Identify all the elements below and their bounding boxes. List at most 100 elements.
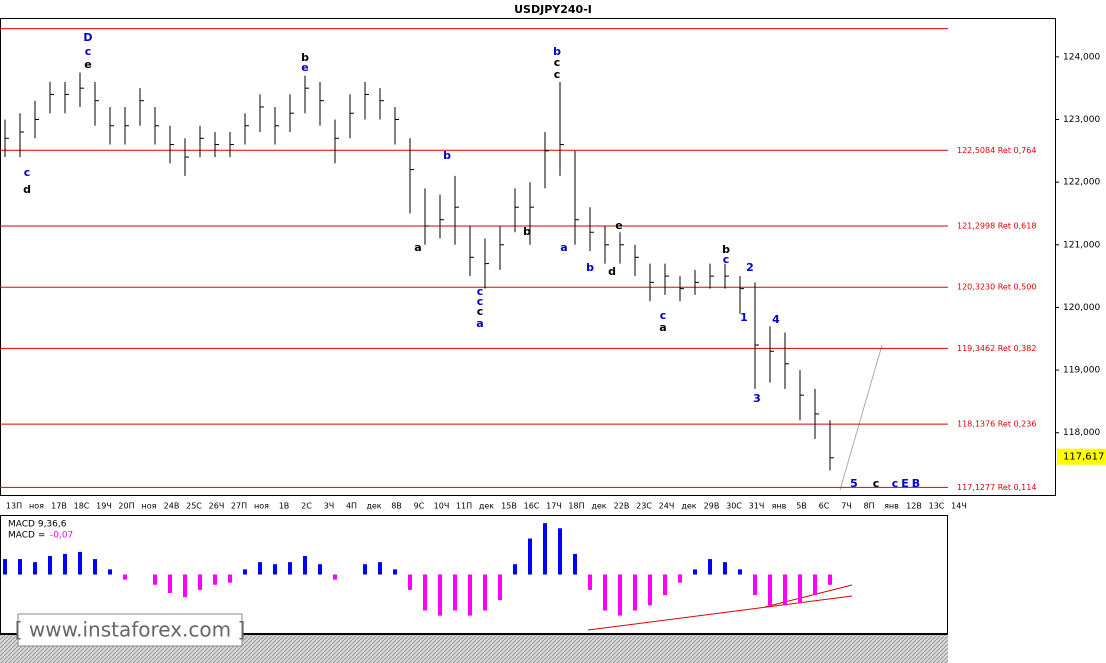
wave-label: d <box>608 265 616 278</box>
macd-bar <box>603 574 607 611</box>
wave-label: c <box>554 56 561 69</box>
level-label: 118,1376 Ret 0,236 <box>957 420 1036 429</box>
wave-label: a <box>476 317 483 330</box>
wave-label: 3 <box>753 392 761 405</box>
macd-bar <box>453 574 457 611</box>
x-tick-label: 9С <box>414 502 425 511</box>
wave-label: e <box>615 219 622 232</box>
x-tick-label: 12В <box>906 502 922 511</box>
x-tick-label: 22В <box>614 502 630 511</box>
wave-label: c <box>24 166 31 179</box>
macd-bar <box>738 569 742 575</box>
macd-bar <box>168 574 172 593</box>
macd-trend-line <box>764 584 853 608</box>
macd-bar <box>828 574 832 585</box>
wave-label: 4 <box>772 313 780 326</box>
wave-label: c <box>477 305 484 318</box>
macd-bar <box>48 556 52 575</box>
macd-bar <box>423 574 427 611</box>
wave-label: c <box>477 295 484 308</box>
x-tick-label: 24Ч <box>659 502 675 511</box>
wave-label: c <box>723 253 730 266</box>
x-tick-label: 15В <box>501 502 517 511</box>
macd-bar <box>243 569 247 575</box>
macd-bar <box>393 569 397 575</box>
wave-label: b <box>553 45 561 58</box>
wave-label: c <box>660 309 667 322</box>
macd-bar <box>648 574 652 606</box>
wave-label: b <box>523 225 531 238</box>
x-tick-label: 13С <box>929 502 945 511</box>
x-tick-label: дек <box>366 502 381 511</box>
x-tick-label: ноя <box>29 502 44 511</box>
wave-label: c <box>892 477 899 490</box>
macd-bar <box>768 574 772 606</box>
x-tick-label: 11П <box>456 502 472 511</box>
x-tick-label: 24В <box>164 502 180 511</box>
macd-bar <box>708 559 712 575</box>
macd-bar <box>33 562 37 575</box>
macd-bar <box>783 574 787 606</box>
x-axis-strip <box>1 497 1055 514</box>
macd-bar <box>558 528 562 575</box>
macd-bar <box>528 538 532 575</box>
y-tick-label: 120,000 <box>1063 303 1100 313</box>
x-tick-label: 16С <box>524 502 540 511</box>
macd-bar <box>693 569 697 575</box>
wave-label: a <box>414 241 421 254</box>
y-tick-label: 123,000 <box>1063 115 1100 125</box>
macd-bar <box>273 564 277 575</box>
x-tick-label: 19Ч <box>96 502 112 511</box>
price-frame <box>0 18 1056 496</box>
current-price-box <box>1057 448 1106 465</box>
x-tick-label: 3Ч <box>324 502 335 511</box>
x-tick-label: ноя <box>142 502 157 511</box>
x-tick-label: янв <box>884 502 899 511</box>
macd-bar <box>798 574 802 604</box>
x-tick-label: 18С <box>74 502 90 511</box>
level-label: 117,1277 Ret 0,114 <box>957 483 1036 492</box>
macd-bar <box>363 564 367 575</box>
wave-label: c <box>554 68 561 81</box>
macd-bar <box>588 574 592 590</box>
wave-label: b <box>301 51 309 64</box>
wave-label: B <box>912 477 920 490</box>
y-tick-label: 118,000 <box>1063 428 1100 438</box>
trend-line <box>839 344 883 491</box>
x-tick-label: дек <box>681 502 696 511</box>
x-tick-label: 7Ч <box>841 502 852 511</box>
macd-bar <box>513 564 517 575</box>
wave-label: 2 <box>746 261 754 274</box>
wave-label: a <box>659 321 666 334</box>
macd-bar <box>18 559 22 575</box>
wave-label: 1 <box>740 311 748 324</box>
macd-bar <box>183 574 187 598</box>
macd-bar <box>408 574 412 590</box>
macd-readout-label: MACD = <box>8 531 45 541</box>
current-price-label: 117,617 <box>1063 452 1104 463</box>
macd-bar <box>378 562 382 575</box>
x-tick-label: 14Ч <box>951 502 967 511</box>
y-tick-label: 119,000 <box>1063 366 1100 376</box>
macd-bar <box>3 559 7 575</box>
x-tick-label: 2С <box>301 502 312 511</box>
wave-label: c <box>873 477 880 490</box>
macd-bar <box>318 564 322 575</box>
macd-bar <box>543 523 547 575</box>
macd-bar <box>483 574 487 611</box>
wave-label: b <box>586 261 594 274</box>
macd-bar <box>153 574 157 585</box>
x-tick-label: 31Ч <box>749 502 765 511</box>
x-tick-label: ноя <box>254 502 269 511</box>
x-tick-label: янв <box>772 502 787 511</box>
x-tick-label: 17Ч <box>546 502 562 511</box>
macd-bar <box>78 551 82 575</box>
macd-bar <box>108 569 112 575</box>
x-tick-label: дек <box>479 502 494 511</box>
x-tick-label: 8П <box>863 502 874 511</box>
macd-bar <box>663 574 667 596</box>
wave-label: e <box>301 61 308 74</box>
macd-bar <box>753 574 757 596</box>
macd-title: MACD 9,36,6 <box>8 520 67 530</box>
